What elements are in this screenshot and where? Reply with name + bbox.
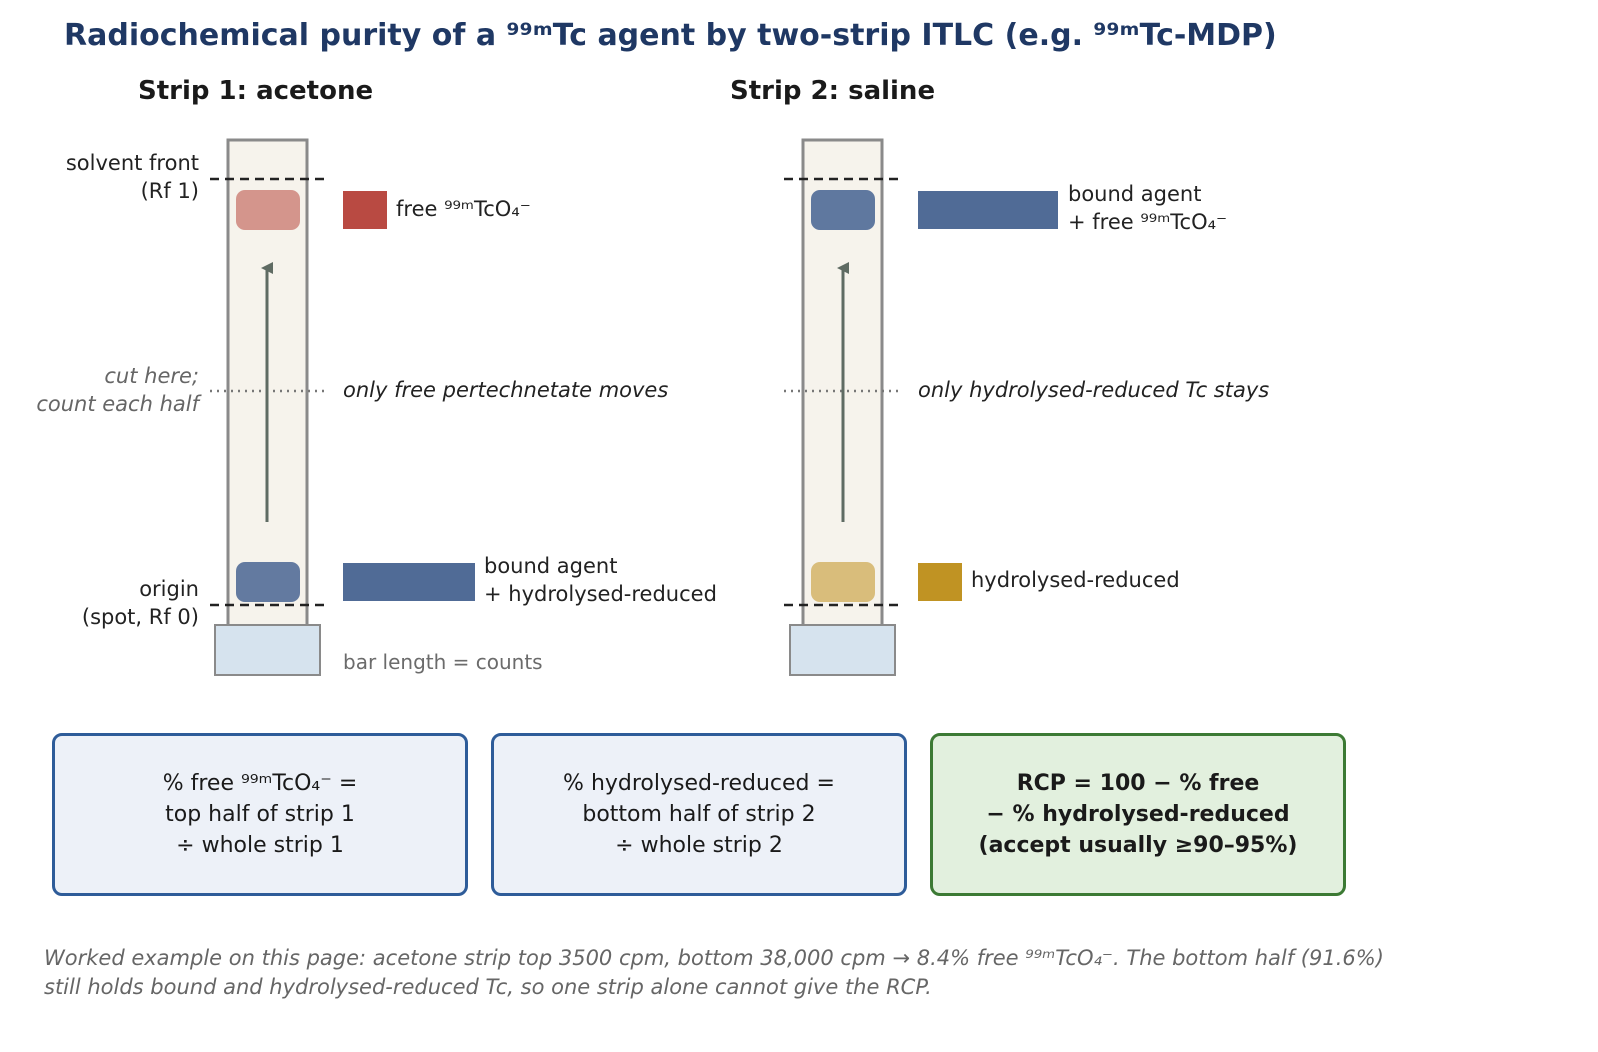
strip1-top-spot xyxy=(236,190,300,230)
strip2-title: Strip 2: saline xyxy=(730,76,936,106)
strip2-middle-note: only hydrolysed-reduced Tc stays xyxy=(918,378,1270,402)
strip1-top-count-bar xyxy=(343,191,387,229)
strip1-bottom-spot xyxy=(236,562,300,602)
strip2-bottom-count-bar xyxy=(918,563,962,601)
formula-box-free: % free ⁹⁹ᵐTcO₄⁻ = top half of strip 1 ÷ … xyxy=(52,733,468,896)
cut-here-label: cut here; count each half xyxy=(36,364,199,416)
page-title: Radiochemical purity of a ⁹⁹ᵐTc agent by… xyxy=(64,18,1277,53)
solvent-front-label: solvent front (Rf 1) xyxy=(65,151,199,203)
formula-box-rcp: RCP = 100 − % free − % hydrolysed-reduce… xyxy=(930,733,1346,896)
strip2-bottom-label: hydrolysed-reduced xyxy=(971,568,1180,592)
strip1-graphic xyxy=(210,138,475,676)
strip2-top-count-bar xyxy=(918,191,1058,229)
strip2-top-label: bound agent + free ⁹⁹ᵐTcO₄⁻ xyxy=(1068,182,1228,234)
strip2-solvent-reservoir xyxy=(789,624,896,676)
strip2-top-spot xyxy=(811,190,875,230)
strip1-middle-note: only free pertechnetate moves xyxy=(343,378,669,402)
formula-box-hydrolysed: % hydrolysed-reduced = bottom half of st… xyxy=(491,733,907,896)
strip2-graphic xyxy=(784,138,1058,676)
strip1-top-label: free ⁹⁹ᵐTcO₄⁻ xyxy=(396,197,531,221)
strip1-bottom-label: bound agent + hydrolysed-reduced xyxy=(484,554,717,606)
worked-example-footnote: Worked example on this page: acetone str… xyxy=(44,946,1384,999)
strip1-solvent-reservoir xyxy=(214,624,321,676)
bar-length-note: bar length = counts xyxy=(343,650,543,674)
origin-label: origin (spot, Rf 0) xyxy=(81,577,199,629)
strip1-bottom-count-bar xyxy=(343,563,475,601)
strip2-bottom-spot xyxy=(811,562,875,602)
strip1-title: Strip 1: acetone xyxy=(138,76,374,106)
